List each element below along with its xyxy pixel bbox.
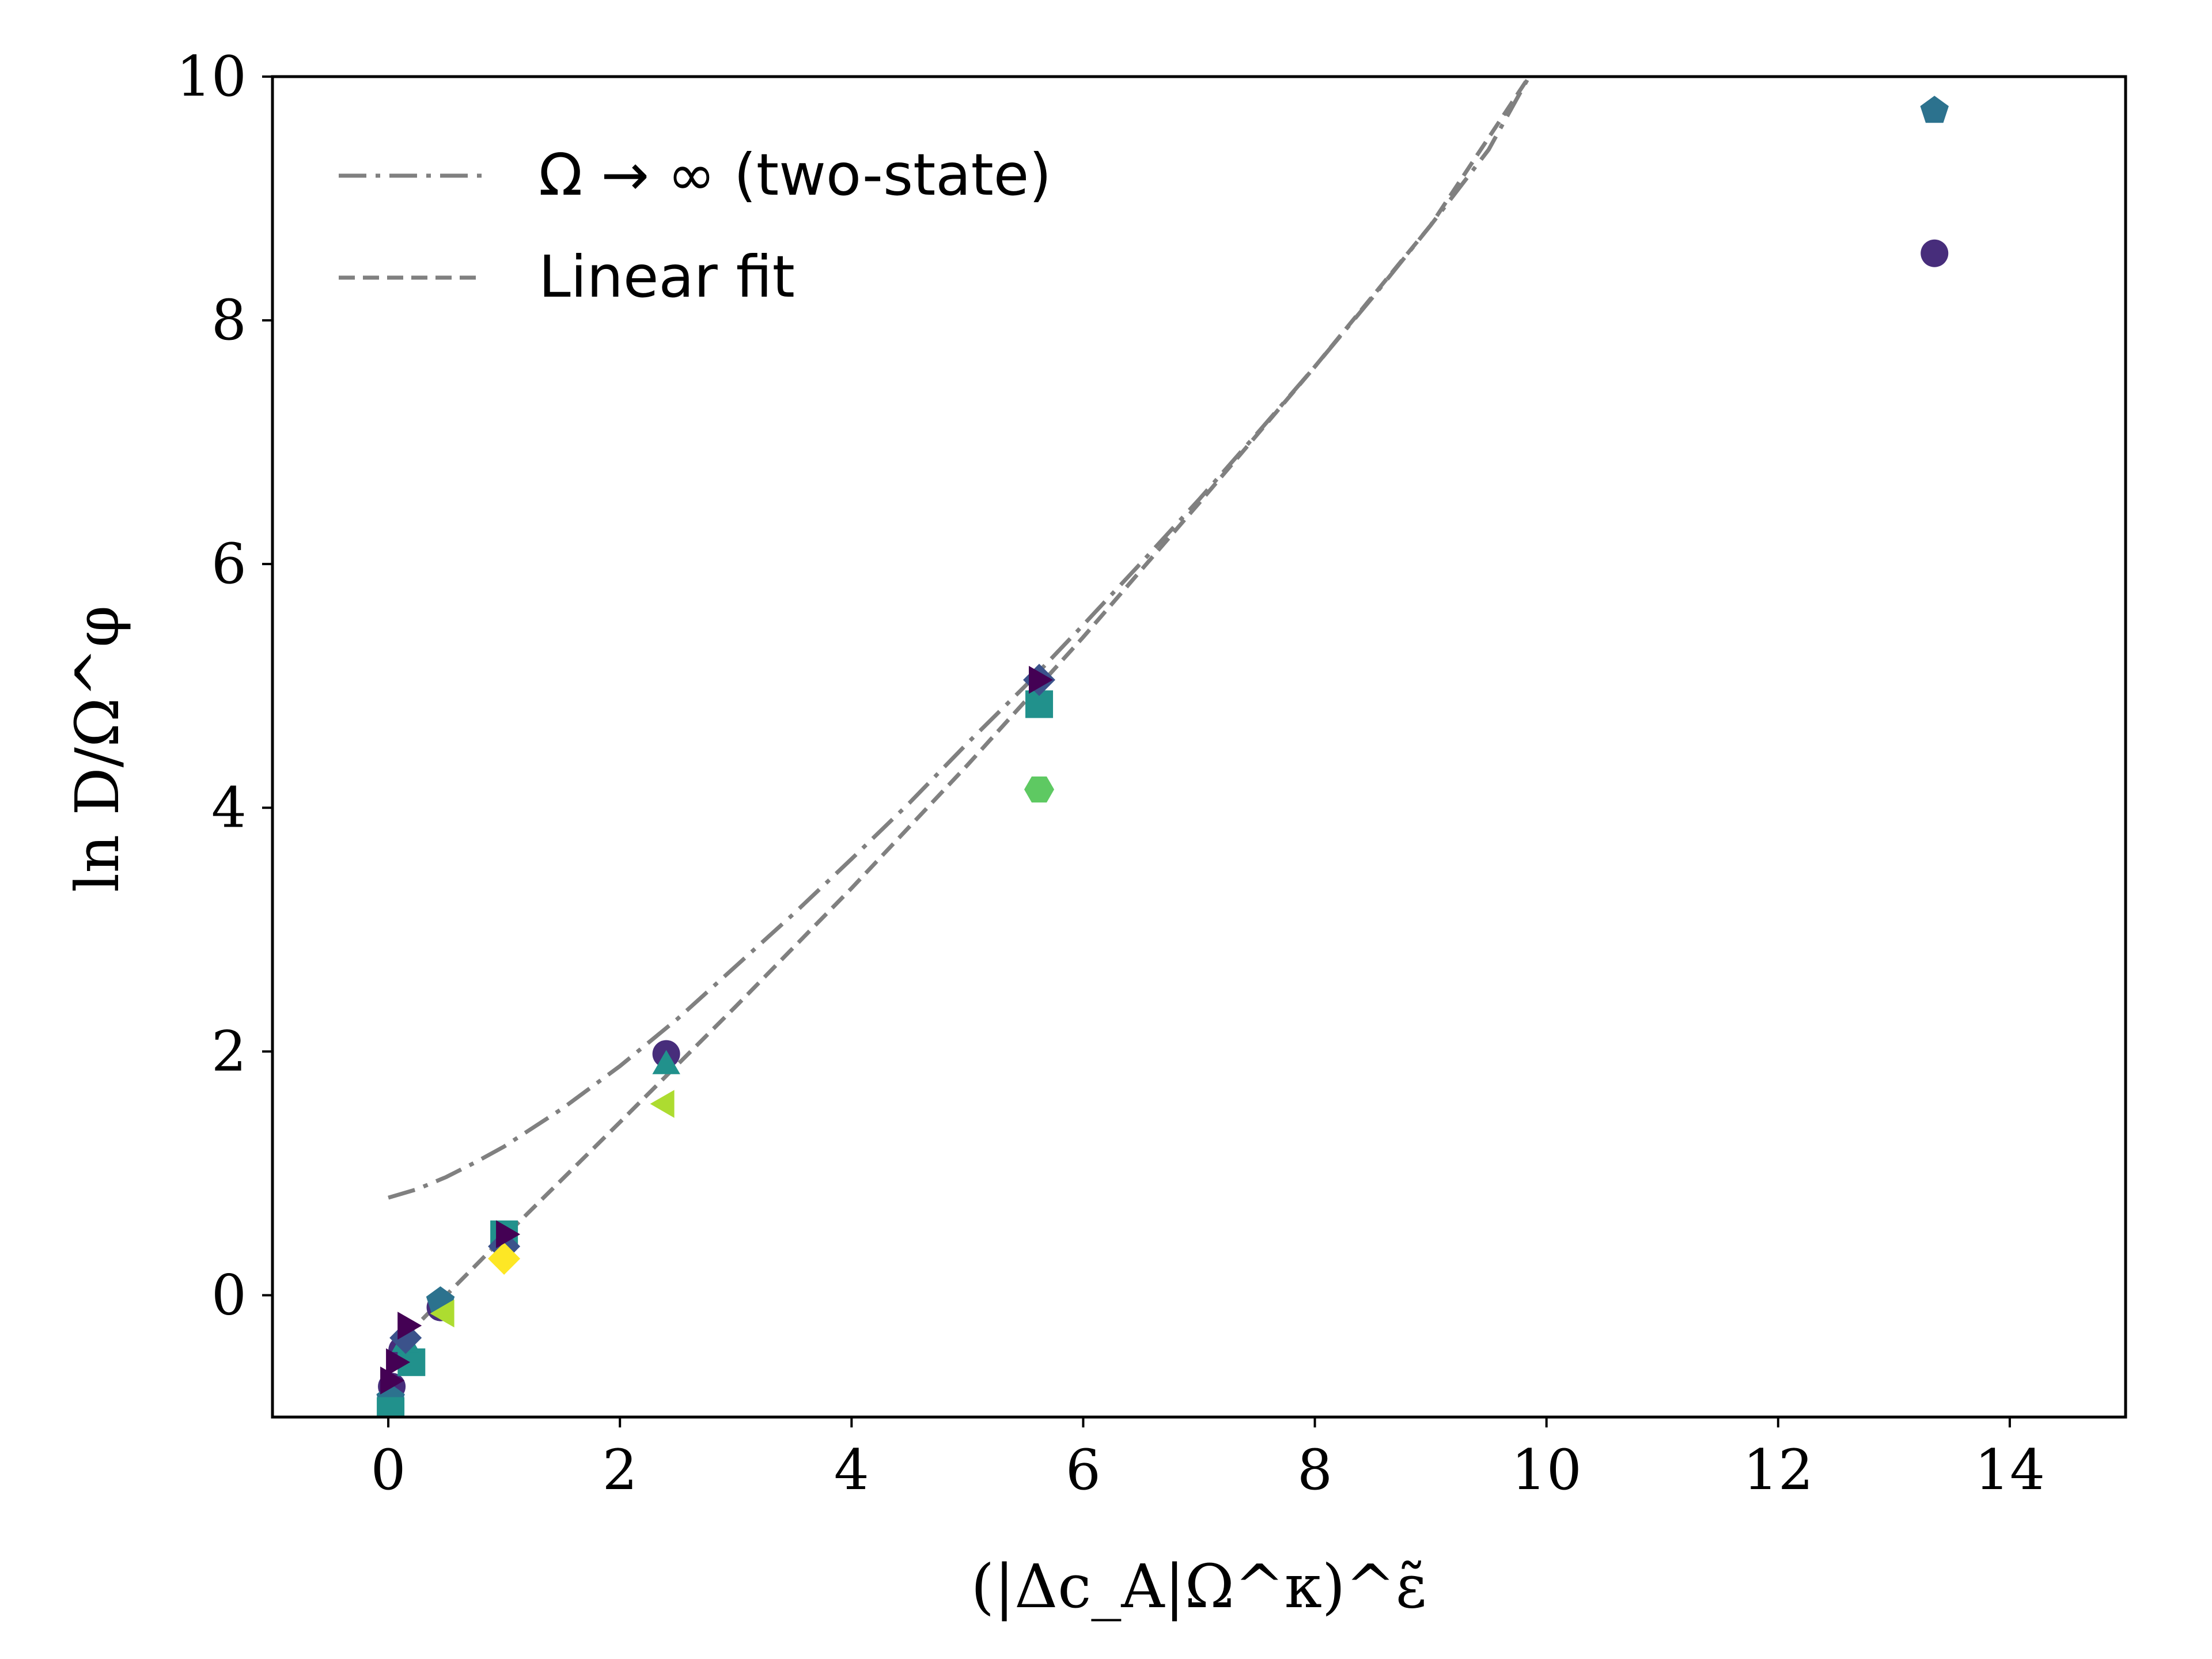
data-point-triangle-right	[1029, 665, 1053, 694]
data-point-triangle-right	[386, 1348, 411, 1377]
data-point-triangle-up	[652, 1050, 680, 1074]
data-point-triangle-left	[650, 1090, 675, 1118]
legend-entry-two-state: Ω → ∞ (two-state)	[539, 141, 1051, 209]
legend: Ω → ∞ (two-state) Linear fit	[339, 141, 1051, 310]
curve-linear-fit	[387, 77, 1531, 1355]
data-point-pentagon	[1920, 96, 1949, 123]
data-point-triangle-left	[430, 1299, 454, 1328]
data-point-triangle-right	[496, 1220, 521, 1248]
markers-layer	[376, 96, 1949, 1417]
data-point-triangle-right	[397, 1312, 422, 1340]
y-tick-label: 0	[211, 1263, 247, 1327]
x-tick-label: 0	[371, 1438, 406, 1502]
y-tick-label: 10	[176, 44, 247, 109]
x-axis-label: (|Δc_A|Ω^κ)^ε̃	[971, 1551, 1426, 1622]
x-tick-label: 2	[603, 1438, 638, 1502]
plot-area-clip-group	[376, 77, 1949, 1417]
y-tick-label: 4	[211, 775, 247, 840]
curves-layer	[387, 77, 1531, 1355]
data-point-square	[377, 1397, 405, 1417]
y-axis-label: ln D/Ω^φ	[62, 605, 132, 892]
plot-frame	[271, 75, 2127, 1419]
x-axis-ticks: 0 2 4 6 8 10 12 14	[371, 1417, 2045, 1502]
data-point-thin-diamond	[488, 1243, 521, 1275]
legend-entry-linear-fit: Linear fit	[539, 243, 795, 310]
x-tick-label: 8	[1297, 1438, 1332, 1502]
data-point-circle	[1921, 239, 1949, 267]
data-point-triangle-right	[380, 1366, 405, 1395]
y-tick-label: 2	[211, 1019, 247, 1084]
data-point-hexagon	[1024, 777, 1054, 803]
x-tick-label: 6	[1066, 1438, 1101, 1502]
x-tick-label: 12	[1743, 1438, 1813, 1502]
x-tick-label: 4	[834, 1438, 869, 1502]
x-tick-label: 10	[1512, 1438, 1582, 1502]
x-tick-label: 14	[1975, 1438, 2045, 1502]
y-tick-label: 8	[211, 288, 247, 353]
y-tick-label: 6	[211, 532, 247, 596]
y-axis-ticks: 0 2 4 6 8 10	[176, 44, 272, 1327]
